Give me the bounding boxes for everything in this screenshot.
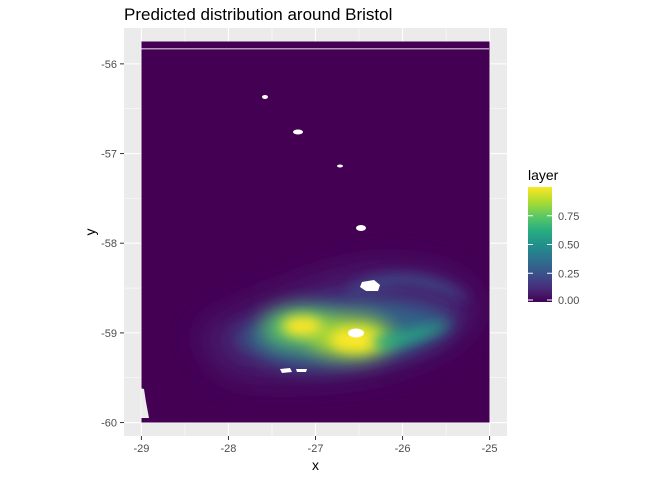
x-axis: -29 -28 -27 -26 -25	[133, 436, 498, 455]
y-tick-label: -57	[101, 149, 117, 161]
x-tick-label: -28	[221, 443, 237, 455]
legend-title: layer	[528, 167, 559, 183]
x-axis-title: x	[312, 457, 319, 473]
core-peak-main	[330, 328, 382, 352]
land-mask	[337, 164, 343, 168]
y-tick-label: -60	[101, 418, 117, 430]
legend-tick-label: 0.75	[558, 211, 579, 223]
raster-edge-gap	[141, 388, 149, 418]
legend: layer 0.00 0.25 0.50 0.75	[528, 167, 579, 307]
y-tick-label: -58	[101, 238, 117, 250]
legend-tick-label: 0.00	[558, 295, 579, 307]
y-tick-label: -59	[101, 328, 117, 340]
x-tick-label: -27	[308, 443, 324, 455]
tail-east	[370, 322, 452, 350]
land-mask	[280, 368, 307, 373]
land-mask	[348, 328, 364, 338]
chart-title: Predicted distribution around Bristol	[124, 5, 392, 24]
y-axis-title: y	[82, 229, 98, 236]
x-tick-label: -25	[482, 443, 498, 455]
legend-tick-label: 0.25	[558, 268, 579, 280]
plume-arc	[345, 273, 470, 300]
land-mask	[262, 95, 268, 99]
y-tick-label: -56	[101, 59, 117, 71]
legend-tick-label: 0.50	[558, 240, 579, 252]
x-tick-label: -29	[133, 443, 149, 455]
land-mask	[360, 280, 380, 291]
land-mask	[356, 225, 366, 231]
land-mask	[293, 129, 303, 135]
x-tick-label: -26	[395, 443, 411, 455]
prediction-raster	[141, 41, 490, 423]
y-axis: -56 -57 -58 -59 -60	[101, 59, 124, 430]
raster-top-gap	[141, 48, 489, 50]
legend-ticks: 0.00 0.25 0.50 0.75	[528, 211, 579, 307]
hotspot-layer	[200, 267, 476, 378]
core-peak-west	[282, 316, 322, 336]
land-masks	[141, 48, 489, 418]
